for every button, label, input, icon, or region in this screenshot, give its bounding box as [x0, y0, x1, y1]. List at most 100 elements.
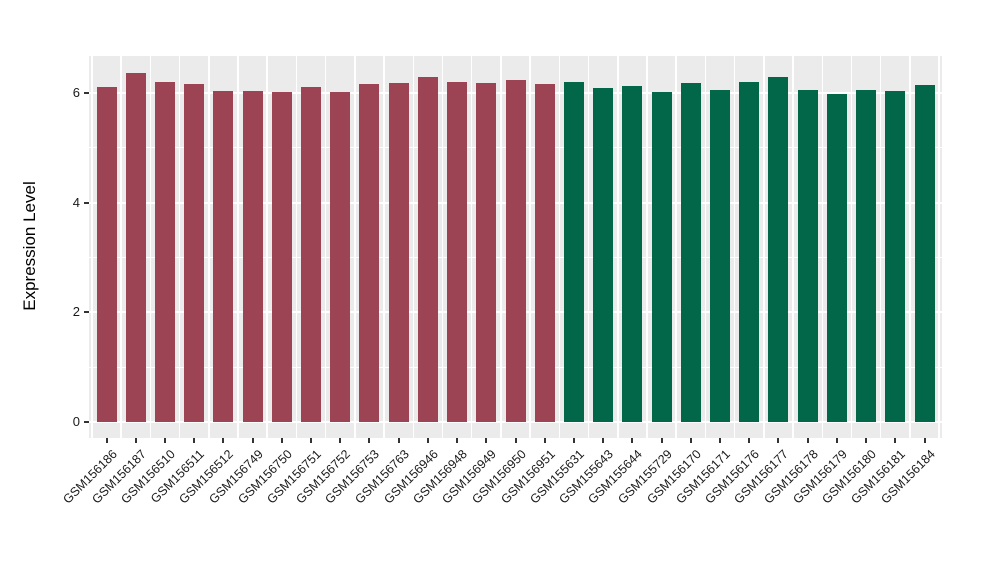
bar: [739, 82, 760, 422]
x-tick: [105, 438, 108, 443]
bar: [651, 91, 672, 422]
x-tick: [631, 438, 634, 443]
x-tick: [339, 438, 342, 443]
x-tick: [456, 438, 459, 443]
bar: [359, 84, 380, 422]
gridline-vertical: [879, 56, 882, 438]
bar: [388, 83, 409, 422]
bar: [768, 76, 789, 422]
bar: [242, 90, 263, 422]
bar: [271, 91, 292, 422]
x-tick: [923, 438, 926, 443]
y-tick-label: 2: [72, 304, 80, 320]
bar: [797, 89, 818, 422]
bar: [154, 81, 175, 422]
x-tick: [689, 438, 692, 443]
x-tick: [397, 438, 400, 443]
gridline-vertical: [821, 56, 823, 438]
y-tick: [84, 92, 89, 95]
gridline-vertical: [354, 56, 356, 438]
gridline-vertical: [412, 56, 414, 438]
gridline-vertical: [733, 56, 736, 438]
gridline-vertical: [617, 56, 619, 438]
gridline-vertical: [558, 56, 561, 438]
bar: [710, 89, 730, 422]
bar: [680, 83, 701, 422]
x-tick: [835, 438, 838, 443]
x-tick: [368, 438, 371, 443]
y-tick-label: 0: [72, 414, 80, 429]
y-tick-label: 4: [72, 194, 80, 210]
gridline-vertical: [646, 56, 648, 438]
bar: [476, 83, 497, 422]
x-tick: [310, 438, 312, 443]
bar: [184, 84, 205, 422]
x-tick: [134, 438, 137, 443]
gridline-vertical: [295, 56, 298, 438]
gridline-vertical: [120, 56, 122, 438]
x-tick: [163, 438, 166, 443]
y-tick: [84, 201, 89, 204]
gridline-vertical: [324, 56, 327, 438]
bar: [563, 82, 584, 422]
x-tick: [426, 438, 429, 443]
x-tick: [251, 438, 254, 443]
bar: [417, 76, 438, 422]
gridline-vertical: [763, 56, 765, 438]
x-tick: [748, 438, 751, 443]
bar: [330, 91, 351, 422]
x-tick: [865, 438, 868, 443]
bar: [505, 79, 526, 422]
plot-panel: [89, 56, 942, 438]
gridline-vertical: [470, 56, 473, 438]
x-tick: [222, 438, 225, 443]
bar: [447, 82, 468, 422]
gridline-vertical: [383, 56, 385, 438]
bar: [826, 94, 847, 422]
bar: [914, 84, 935, 422]
gridline-vertical: [178, 56, 181, 438]
bar: [96, 86, 117, 422]
x-tick: [894, 438, 897, 443]
x-tick: [777, 438, 780, 443]
x-tick: [602, 438, 605, 443]
gridline-vertical: [587, 56, 590, 438]
x-tick: [543, 438, 546, 443]
gridline-vertical: [909, 56, 911, 438]
gridline-vertical: [850, 56, 853, 438]
bar: [534, 83, 555, 422]
gridline-vertical: [237, 56, 239, 438]
bar: [885, 91, 906, 422]
gridline-vertical: [704, 56, 707, 438]
y-tick-label: 6: [72, 85, 80, 101]
bar: [622, 86, 643, 422]
gridline-vertical: [441, 56, 444, 438]
gridline-vertical: [938, 56, 940, 438]
gridline-vertical: [675, 56, 677, 438]
gridline-major: [89, 421, 942, 423]
gridline-vertical: [266, 56, 268, 438]
gridline-vertical: [208, 56, 210, 438]
y-tick: [84, 311, 89, 314]
y-axis-title: Expression Level: [20, 181, 39, 311]
bar: [213, 90, 234, 422]
x-tick: [485, 438, 488, 443]
x-tick: [719, 438, 721, 443]
x-tick: [572, 438, 575, 443]
x-tick: [193, 438, 196, 443]
x-tick: [660, 438, 663, 443]
bar: [125, 72, 146, 422]
bar: [593, 88, 614, 422]
gridline-vertical: [149, 56, 152, 438]
gridline-vertical: [792, 56, 794, 438]
gridline-vertical: [91, 56, 93, 438]
x-tick: [514, 438, 517, 443]
bar: [856, 89, 877, 422]
x-tick: [280, 438, 283, 443]
gridline-vertical: [500, 56, 502, 438]
gridline-vertical: [529, 56, 531, 438]
bar: [301, 86, 321, 422]
y-tick: [84, 421, 89, 423]
x-tick: [806, 438, 809, 443]
